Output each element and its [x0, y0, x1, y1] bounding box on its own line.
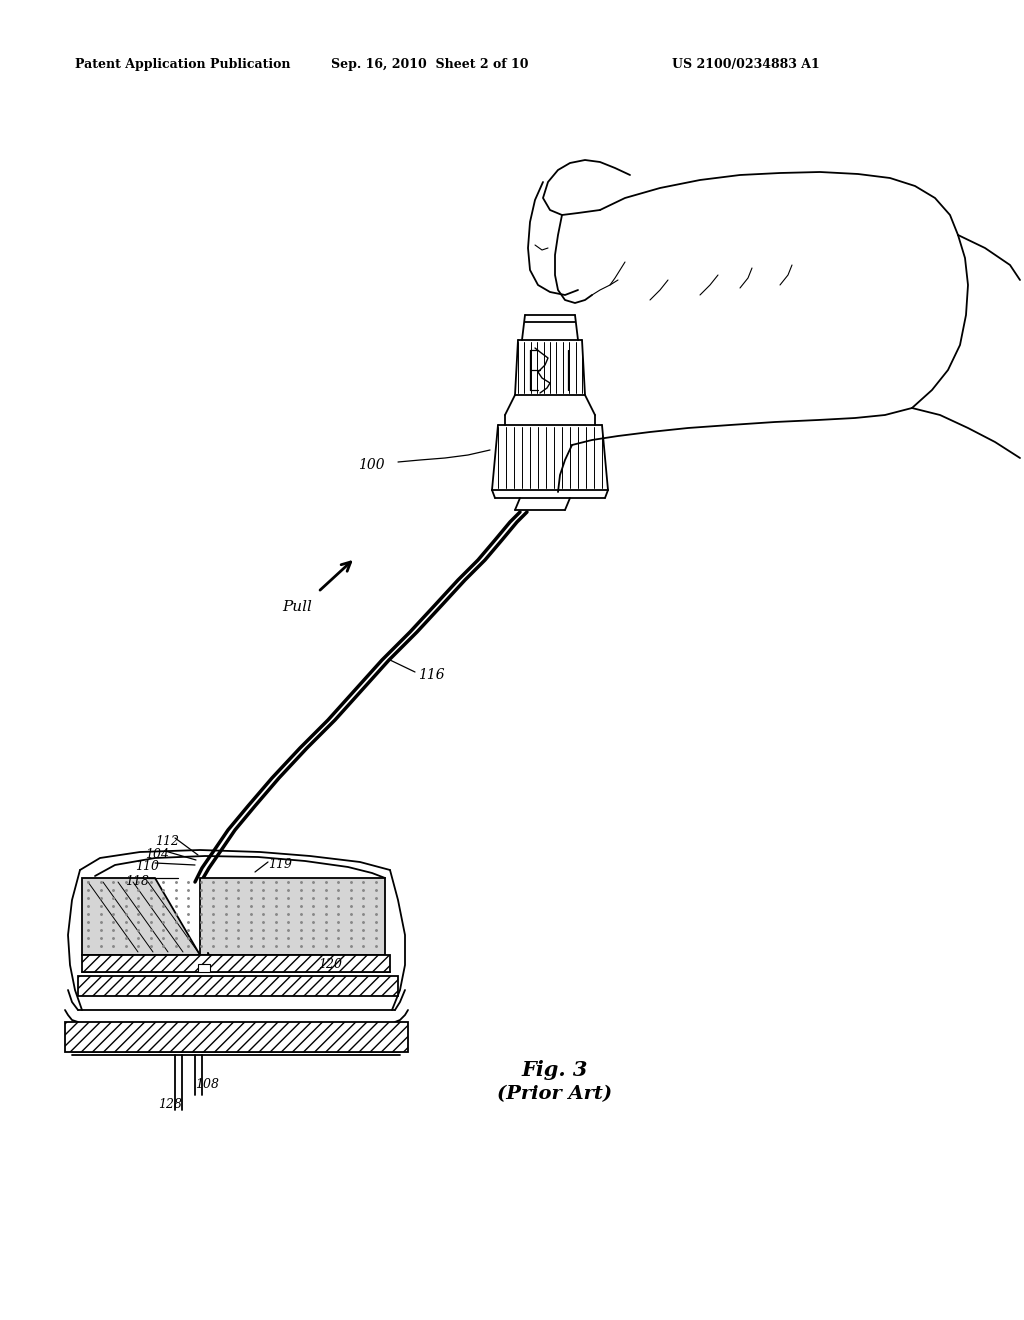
Text: Patent Application Publication: Patent Application Publication	[75, 58, 291, 71]
Text: 116: 116	[418, 668, 444, 682]
Text: Pull: Pull	[282, 601, 312, 614]
Text: 128: 128	[158, 1098, 182, 1111]
Text: 108: 108	[195, 1078, 219, 1092]
Text: 112: 112	[155, 836, 179, 847]
Bar	[198, 964, 210, 972]
Polygon shape	[82, 954, 390, 972]
Text: 120: 120	[318, 958, 342, 972]
Text: US 2100/0234883 A1: US 2100/0234883 A1	[672, 58, 820, 71]
Text: 100: 100	[358, 458, 385, 473]
Text: 110: 110	[135, 861, 159, 873]
Text: 119: 119	[268, 858, 292, 871]
Text: (Prior Art): (Prior Art)	[498, 1085, 612, 1104]
Text: 118: 118	[125, 875, 150, 888]
Text: Fig. 3: Fig. 3	[522, 1060, 588, 1080]
Text: 104: 104	[145, 847, 169, 861]
Polygon shape	[82, 878, 200, 954]
Polygon shape	[78, 975, 398, 997]
Polygon shape	[65, 1022, 408, 1052]
Polygon shape	[200, 878, 385, 954]
Text: Sep. 16, 2010  Sheet 2 of 10: Sep. 16, 2010 Sheet 2 of 10	[331, 58, 528, 71]
